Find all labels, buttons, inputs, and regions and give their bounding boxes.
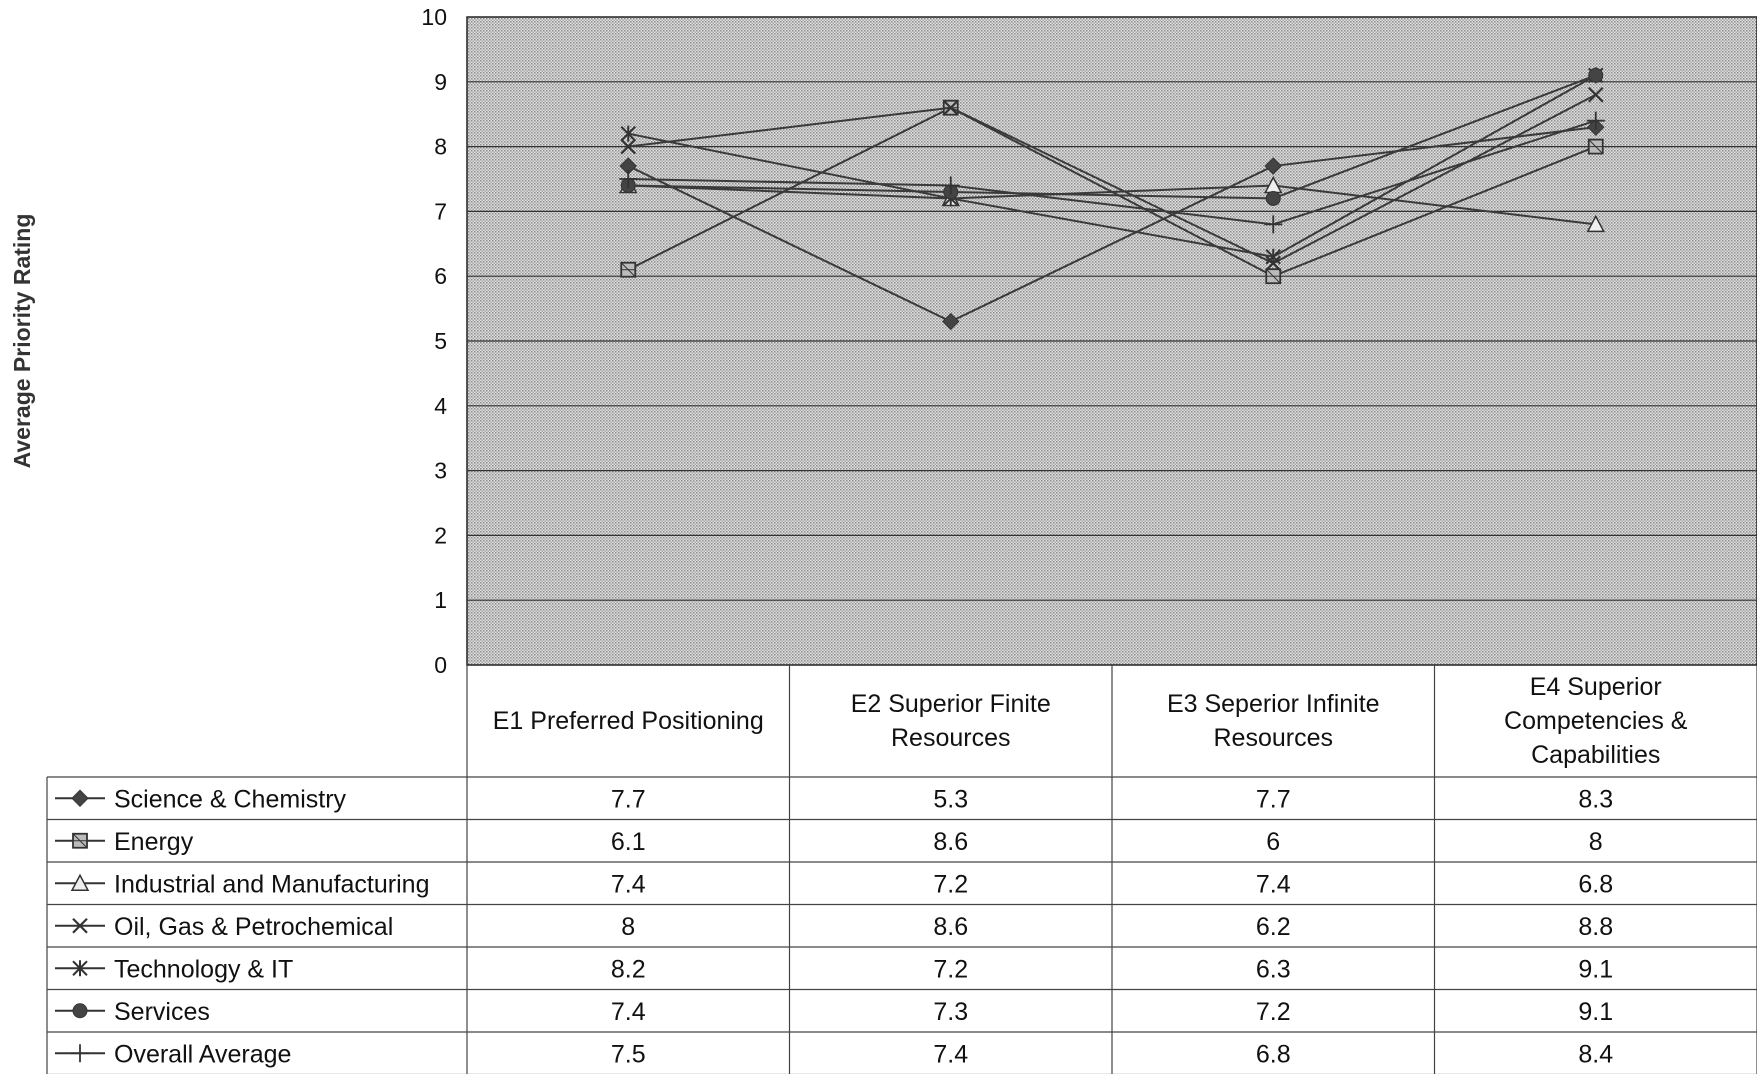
data-label: 9.1 — [1578, 955, 1613, 983]
data-label: 6.3 — [1256, 955, 1291, 983]
data-label: 8.4 — [1578, 1040, 1613, 1068]
legend-label: Overall Average — [114, 1040, 291, 1068]
legend-marker-science-chemistry — [71, 789, 89, 807]
data-label: 7.4 — [611, 998, 646, 1026]
data-label: 9.1 — [1578, 998, 1613, 1026]
data-label: 8 — [621, 913, 635, 941]
y-axis-title: Average Priority Rating — [9, 214, 35, 469]
category-label: E2 Superior Finite — [851, 690, 1051, 718]
data-label: 8.6 — [933, 913, 968, 941]
data-point-overall-average — [1264, 215, 1283, 234]
data-label: 8 — [1589, 828, 1603, 856]
data-point-technology-it — [1265, 248, 1281, 265]
data-label: 7.7 — [1256, 785, 1291, 813]
data-point-technology-it — [620, 125, 636, 142]
data-point-overall-average — [941, 176, 960, 195]
category-label: E1 Preferred Positioning — [493, 707, 764, 735]
data-point-oil-gas-petrochemical — [620, 138, 637, 155]
y-tick-label: 10 — [421, 4, 447, 30]
legend-label: Industrial and Manufacturing — [114, 870, 429, 898]
series-line-industrial-and-manufacturing — [628, 184, 1596, 226]
data-point-oil-gas-petrochemical — [942, 99, 959, 116]
data-point-energy — [620, 261, 637, 278]
data-label: 7.2 — [1256, 998, 1291, 1026]
legend-label: Oil, Gas & Petrochemical — [114, 913, 393, 941]
legend-marker-energy — [72, 832, 88, 849]
legend-marker-industrial-and-manufacturing — [70, 873, 90, 891]
series-line-science-chemistry — [627, 126, 1596, 323]
data-label: 7.2 — [933, 870, 968, 898]
data-label: 7.3 — [933, 998, 968, 1026]
data-label: 5.3 — [933, 785, 968, 813]
data-label: 6.1 — [611, 828, 646, 856]
legend-label: Science & Chemistry — [114, 785, 347, 813]
data-label: 7.7 — [611, 785, 646, 813]
y-tick-label: 6 — [434, 263, 447, 289]
data-label: 7.4 — [611, 870, 646, 898]
category-label: Resources — [891, 724, 1011, 752]
series-line-technology-it — [628, 74, 1597, 258]
y-tick-label: 9 — [434, 69, 447, 95]
series-line-overall-average — [628, 119, 1597, 226]
category-label: E4 Superior — [1530, 673, 1662, 701]
data-point-services — [1588, 67, 1604, 83]
legend-label: Services — [114, 998, 210, 1026]
data-label: 6.2 — [1256, 913, 1291, 941]
data-label: 8.3 — [1578, 785, 1613, 813]
y-tick-label: 8 — [434, 134, 447, 160]
category-label: Resources — [1214, 724, 1334, 752]
y-tick-label: 7 — [434, 198, 447, 224]
series-line-services — [628, 74, 1597, 200]
data-label: 8.6 — [933, 828, 968, 856]
category-label: Competencies & — [1504, 707, 1688, 735]
data-point-science-chemistry — [942, 312, 960, 331]
category-label: Capabilities — [1531, 741, 1660, 769]
data-point-energy — [1265, 268, 1282, 285]
data-label: 8.2 — [611, 955, 646, 983]
data-point-services — [1265, 190, 1281, 206]
legend-label: Energy — [114, 828, 194, 856]
data-label: 6 — [1266, 828, 1280, 856]
data-label: 6.8 — [1578, 870, 1613, 898]
y-tick-label: 0 — [434, 652, 447, 678]
data-point-energy — [1587, 138, 1604, 155]
data-label: 7.5 — [611, 1040, 646, 1068]
data-point-science-chemistry — [1264, 157, 1282, 175]
category-label: E3 Seperior Infinite — [1167, 690, 1380, 718]
data-label: 8.8 — [1578, 913, 1613, 941]
y-tick-label: 4 — [434, 393, 447, 419]
legend-marker-oil-gas-petrochemical — [72, 917, 88, 934]
legend-label: Technology & IT — [114, 955, 293, 983]
legend-marker-overall-average — [71, 1044, 89, 1063]
y-tick-label: 2 — [434, 522, 447, 548]
data-point-industrial-and-manufacturing — [1586, 214, 1605, 233]
y-tick-label: 1 — [434, 587, 447, 613]
y-tick-label: 3 — [434, 458, 447, 484]
data-label: 6.8 — [1256, 1040, 1291, 1068]
data-point-overall-average — [619, 170, 638, 188]
y-tick-label: 5 — [434, 328, 447, 354]
data-point-oil-gas-petrochemical — [1587, 86, 1604, 103]
series-line-oil-gas-petrochemical — [628, 93, 1597, 265]
data-label: 7.2 — [933, 955, 968, 983]
legend-marker-services — [72, 1003, 88, 1019]
data-label: 7.4 — [933, 1040, 968, 1068]
legend-marker-technology-it — [72, 960, 88, 977]
data-label: 7.4 — [1256, 870, 1291, 898]
data-point-overall-average — [1586, 111, 1605, 130]
